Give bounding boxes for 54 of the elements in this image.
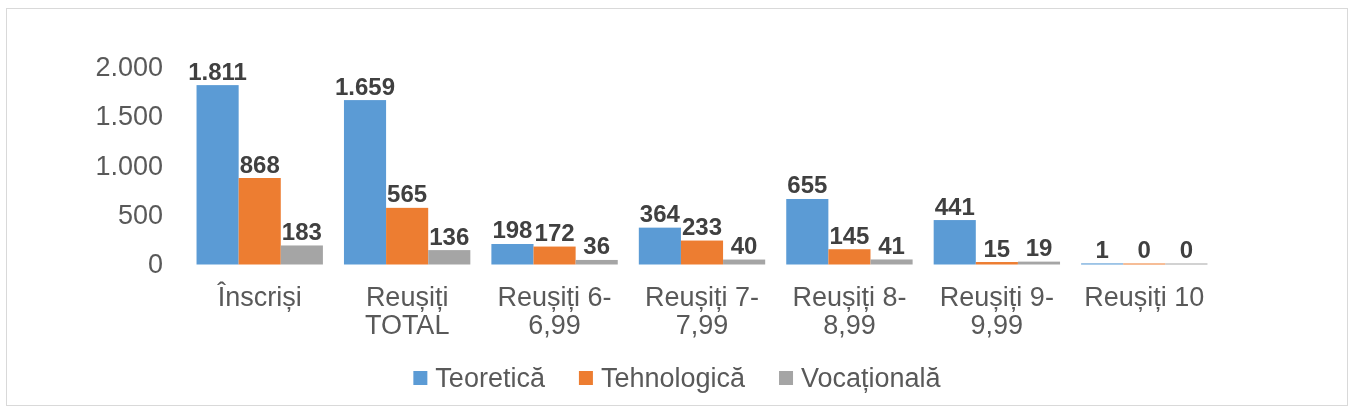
data-label: 0	[1137, 236, 1151, 263]
bar	[196, 85, 239, 265]
x-tick-label: Reușiți TOTAL	[364, 282, 450, 340]
bar	[638, 227, 681, 265]
bar	[828, 249, 871, 265]
data-label: 198	[492, 216, 533, 244]
data-label: 0	[1179, 236, 1194, 263]
legend-label: Teoretică	[435, 363, 546, 393]
y-tick-label: 0	[147, 249, 163, 279]
bar	[428, 250, 471, 265]
bar	[280, 245, 323, 265]
y-tick-label: 1.000	[95, 150, 163, 181]
y-tick-label: 2.000	[95, 52, 163, 82]
data-label: 183	[281, 217, 322, 245]
bar	[933, 220, 976, 265]
bar	[975, 262, 1018, 265]
bar	[491, 244, 534, 265]
data-label: 441	[934, 192, 975, 220]
data-label: 565	[387, 180, 428, 208]
data-label: 145	[829, 221, 870, 249]
data-label: 1.811	[188, 57, 247, 85]
data-label: 15	[983, 234, 1011, 262]
x-tick-label: Reușiți 8-8,99	[792, 282, 907, 340]
bar	[680, 240, 724, 265]
bar	[870, 259, 913, 265]
legend-label: Vocațională	[801, 363, 942, 393]
bar	[343, 100, 387, 265]
bar	[386, 207, 429, 265]
data-label: 36	[583, 232, 611, 260]
data-label: 136	[429, 222, 470, 250]
data-label: 40	[730, 232, 758, 260]
bar	[533, 246, 576, 265]
legend-label: Tehnologică	[600, 363, 747, 393]
x-tick-label: Reușiți 6-6,99	[497, 282, 612, 340]
data-label: 868	[239, 150, 280, 178]
data-label: 364	[639, 200, 681, 228]
data-label: 1.659	[334, 72, 396, 100]
y-tick-label: 1.500	[95, 101, 163, 132]
data-label: 172	[534, 219, 575, 247]
bar	[575, 259, 618, 265]
data-label: 655	[787, 171, 828, 199]
data-label: 1	[1095, 235, 1109, 263]
x-tick-label: Reușiți 10	[1084, 282, 1205, 312]
data-label: 41	[878, 231, 905, 259]
data-label: 19	[1025, 234, 1053, 262]
data-label: 233	[681, 213, 723, 241]
bar	[723, 259, 766, 265]
x-tick-label: Reușiți 7-7,99	[644, 282, 760, 340]
x-tick-label: Reușiți 9-9,99	[939, 282, 1054, 340]
bar	[786, 198, 829, 265]
y-tick-label: 500	[117, 199, 163, 230]
bar	[1017, 261, 1061, 265]
x-tick-label: Înscriși	[216, 281, 302, 312]
bar	[238, 178, 281, 265]
